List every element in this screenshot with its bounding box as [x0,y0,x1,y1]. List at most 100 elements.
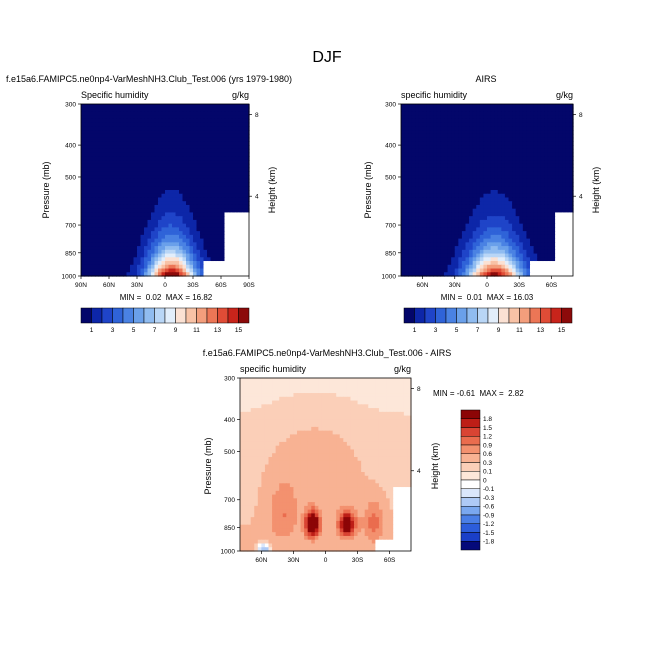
field-cell [224,104,229,109]
field-cell [429,163,434,169]
field-cell [186,152,191,157]
field-cell [210,268,215,273]
field-cell [161,201,166,206]
field-cell [537,145,542,150]
field-cell [526,238,531,243]
field-cell [436,268,442,273]
field-cell [426,216,431,221]
field-cell [91,133,96,139]
field-cell [530,118,535,124]
field-cell [458,208,463,214]
field-cell [451,178,456,184]
field-cell [444,234,449,240]
field-cell [530,115,535,120]
field-cell [88,204,93,210]
field-cell [350,408,355,413]
field-cell [569,208,574,214]
field-cell [404,261,409,266]
field-cell [175,227,180,232]
field-cell [368,396,373,402]
field-cell [436,249,442,255]
field-cell [544,223,549,228]
field-cell [415,201,420,206]
field-cell [242,156,247,161]
field-cell [433,197,438,202]
field-cell [140,264,145,270]
field-cell [175,148,180,154]
field-cell [179,167,184,172]
field-cell [165,186,170,191]
field-cell [512,178,517,184]
field-cell [224,261,229,266]
field-cell [112,160,117,165]
field-cell [91,115,96,120]
field-cell [151,193,156,199]
field-cell [238,160,243,165]
field-cell [250,400,255,405]
field-cell [203,264,208,270]
field-cell [293,389,298,394]
field-cell [210,163,215,169]
field-cell [182,141,187,146]
field-cell [175,175,180,180]
colorbar-swatch [238,307,250,324]
field-cell [393,389,398,394]
field-cell [433,208,438,214]
field-cell [214,208,219,214]
field-cell [519,163,524,169]
field-cell [526,122,531,128]
field-cell [533,148,538,154]
field-cell [193,156,198,161]
field-cell [228,197,233,202]
field-cell [558,178,563,184]
field-cell [497,152,502,157]
field-cell [558,208,563,214]
field-cell [95,186,100,191]
field-cell [440,268,445,273]
field-cell [105,242,110,247]
field-cell [102,208,107,214]
field-cell [418,107,424,113]
field-cell [454,249,459,255]
field-cell [551,193,556,199]
field-cell [522,171,528,176]
field-cell [200,238,205,243]
field-cell [569,204,574,210]
field-cell [224,264,229,270]
field-cell [137,208,142,214]
field-cell [119,257,124,262]
field-cell [189,145,194,150]
field-cell [193,178,198,184]
field-cell [479,227,485,232]
field-cell [537,216,542,221]
field-cell [242,130,247,135]
field-cell [254,411,259,417]
field-cell [196,216,201,221]
field-cell [130,231,135,236]
field-cell [426,145,431,150]
field-cell [444,238,449,243]
field-cell [91,156,96,161]
field-cell [84,268,89,273]
field-cell [522,231,528,236]
field-cell [547,171,553,176]
field-cell [137,268,142,273]
field-cell [444,104,449,109]
field-cell [407,400,412,405]
field-cell [411,186,416,191]
field-cell [186,175,191,180]
field-cell [189,115,194,120]
field-cell [558,137,563,142]
field-cell [203,190,208,195]
field-cell [415,223,420,228]
field-cell [401,175,406,180]
field-cell [272,400,277,405]
field-cell [426,242,431,247]
field-cell [458,182,463,187]
x-tick-label: 30S [513,282,525,289]
field-cell [418,115,424,120]
field-cell [144,133,149,139]
field-cell [562,111,567,116]
field-cell [307,381,312,387]
field-cell [540,193,545,199]
